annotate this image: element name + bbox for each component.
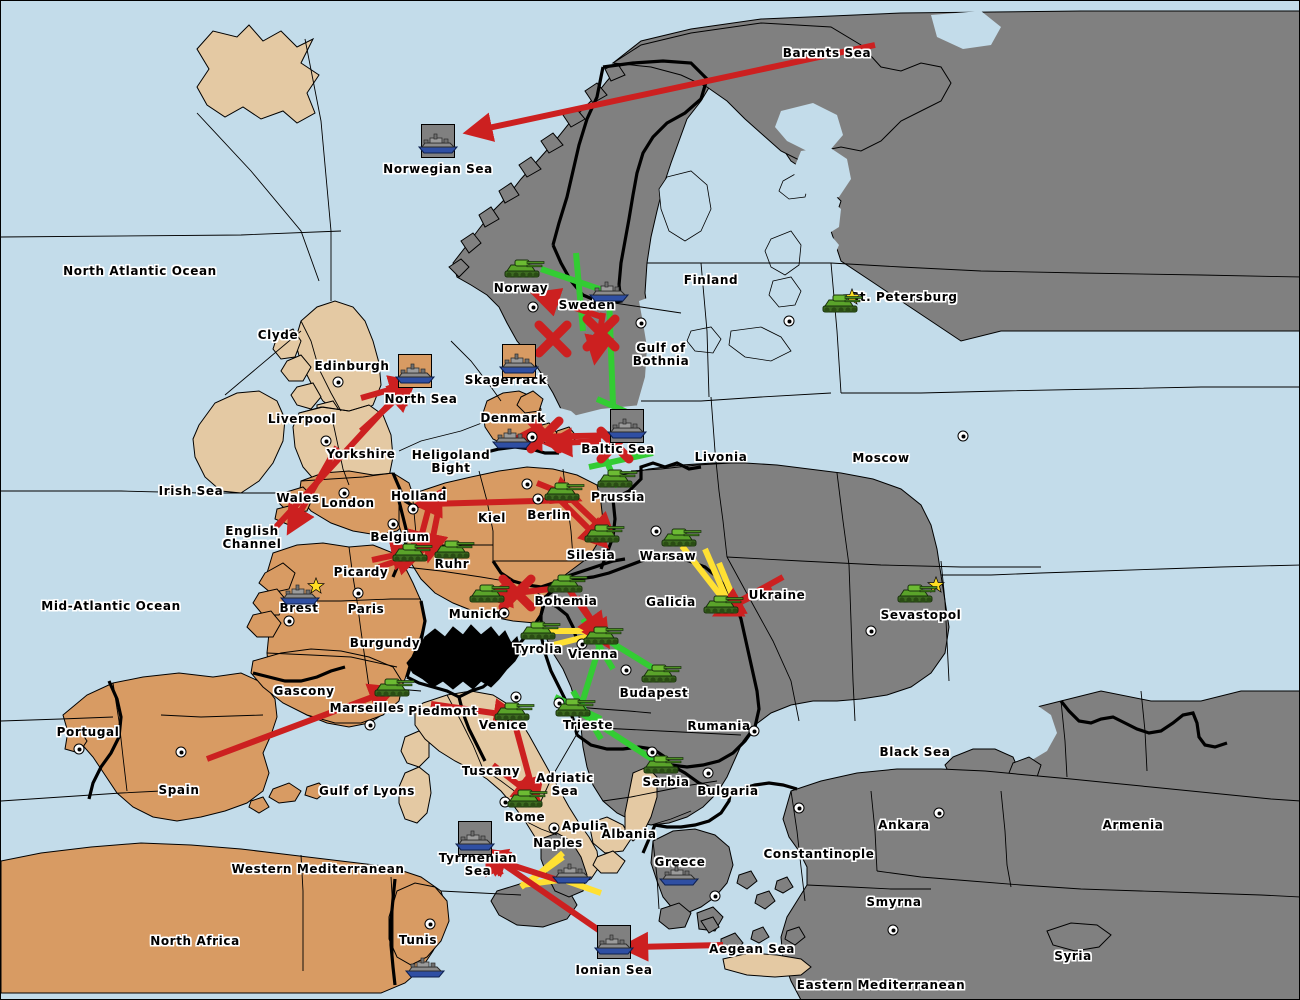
supply-center-dot[interactable]: [635, 317, 647, 329]
fleet-unit-icon[interactable]: [490, 428, 534, 450]
army-unit-icon[interactable]: [466, 582, 510, 606]
army-unit-icon[interactable]: [491, 700, 535, 724]
supply-center-dot[interactable]: [783, 315, 795, 327]
supply-center-dot[interactable]: [793, 802, 805, 814]
supply-center-dot[interactable]: [175, 746, 187, 758]
army-unit-icon[interactable]: [819, 292, 863, 316]
supply-center-dot[interactable]: [933, 807, 945, 819]
supply-center-dot[interactable]: [532, 493, 544, 505]
supply-center-dot[interactable]: [887, 924, 899, 936]
supply-center-dot[interactable]: [510, 691, 522, 703]
supply-center-dot[interactable]: [702, 767, 714, 779]
army-unit-icon[interactable]: [700, 593, 744, 617]
home-center-star-icon: [306, 576, 326, 595]
army-unit-icon[interactable]: [504, 787, 548, 811]
supply-center-dot[interactable]: [526, 431, 538, 443]
army-unit-icon[interactable]: [371, 676, 415, 700]
army-unit-icon[interactable]: [638, 662, 682, 686]
army-unit-icon[interactable]: [501, 257, 545, 281]
supply-center-dot[interactable]: [620, 664, 632, 676]
fleet-unit-icon[interactable]: [393, 363, 437, 385]
supply-center-dot[interactable]: [748, 725, 760, 737]
army-unit-icon[interactable]: [544, 572, 588, 596]
supply-center-dot[interactable]: [424, 918, 436, 930]
supply-center-dot[interactable]: [73, 743, 85, 755]
supply-center-dot[interactable]: [364, 719, 376, 731]
supply-center-dot[interactable]: [650, 525, 662, 537]
army-unit-icon[interactable]: [594, 467, 638, 491]
supply-center-dot[interactable]: [646, 746, 658, 758]
army-unit-icon[interactable]: [580, 624, 624, 648]
supply-center-dot[interactable]: [283, 615, 295, 627]
army-unit-icon[interactable]: [389, 541, 433, 565]
army-unit-icon[interactable]: [640, 753, 684, 777]
fleet-unit-icon[interactable]: [657, 865, 701, 887]
fleet-unit-icon[interactable]: [550, 863, 594, 885]
fleet-unit-icon[interactable]: [403, 957, 447, 979]
supply-center-dot[interactable]: [338, 487, 350, 499]
supply-center-dot[interactable]: [709, 890, 721, 902]
supply-center-dot[interactable]: [521, 478, 533, 490]
army-unit-icon[interactable]: [541, 480, 585, 504]
fleet-unit-icon[interactable]: [497, 353, 541, 375]
army-unit-icon[interactable]: [552, 696, 596, 720]
fleet-unit-icon[interactable]: [592, 934, 636, 956]
supply-center-dot[interactable]: [957, 430, 969, 442]
army-unit-icon[interactable]: [431, 538, 475, 562]
supply-center-dot[interactable]: [498, 607, 510, 619]
supply-center-dot[interactable]: [332, 376, 344, 388]
army-unit-icon[interactable]: [894, 582, 938, 606]
fleet-unit-icon[interactable]: [416, 133, 460, 155]
army-unit-icon[interactable]: [517, 619, 561, 643]
supply-center-dot[interactable]: [548, 822, 560, 834]
fleet-unit-icon[interactable]: [587, 281, 631, 303]
supply-center-dot[interactable]: [865, 625, 877, 637]
fleet-unit-icon[interactable]: [605, 418, 649, 440]
supply-center-dot[interactable]: [387, 518, 399, 530]
supply-center-dot[interactable]: [527, 301, 539, 313]
fleet-unit-icon[interactable]: [278, 584, 322, 606]
fleet-unit-icon[interactable]: [453, 830, 497, 852]
supply-center-dot[interactable]: [320, 435, 332, 447]
supply-center-dot[interactable]: [352, 587, 364, 599]
supply-center-dot[interactable]: [407, 503, 419, 515]
army-unit-icon[interactable]: [581, 522, 625, 546]
army-unit-icon[interactable]: [658, 526, 702, 550]
